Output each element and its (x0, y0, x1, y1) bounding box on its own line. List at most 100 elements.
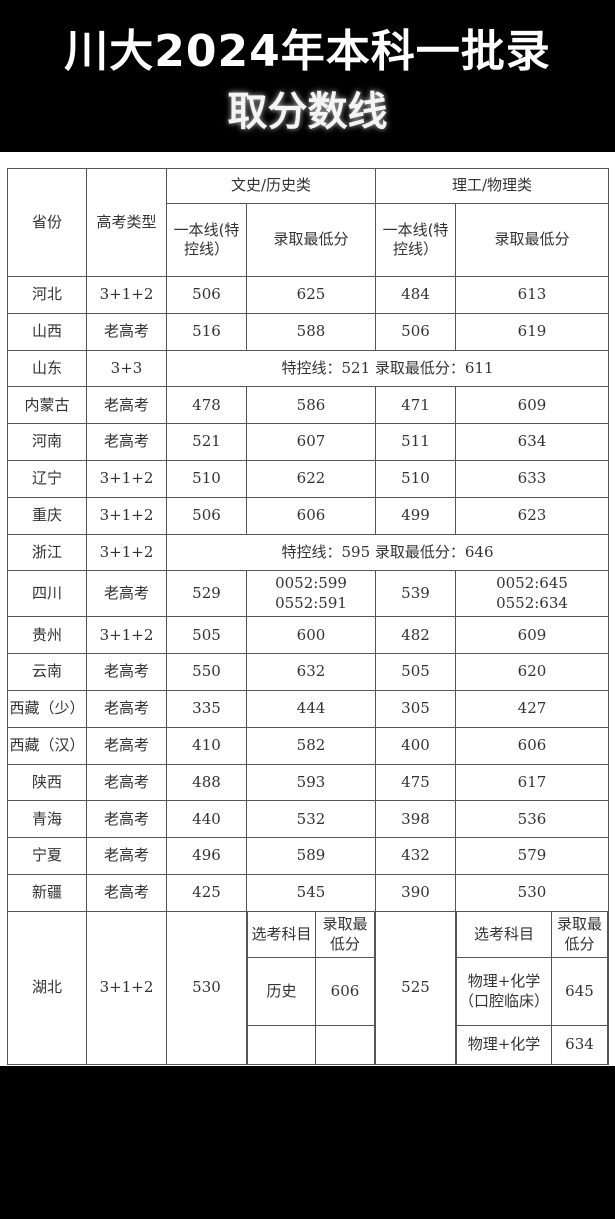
science-min-cell: 617 (455, 763, 609, 802)
science-first-line-cell: 539 (375, 570, 456, 618)
science-first-line-cell: 400 (375, 726, 456, 765)
liberal-min-cell: 532 (246, 800, 376, 839)
province-cell: 湖北 (7, 910, 87, 1065)
table-row: 重庆 3+1+2 506 606 499 623 (7, 496, 609, 535)
liberal-min-cell: 582 (246, 726, 376, 765)
subject-header: 选考科目 (247, 911, 316, 959)
science-subject-block: 选考科目 录取最低分 物理+化学（口腔临床） 645 物理+化学 634 (455, 910, 609, 1065)
liberal-first-line-cell: 440 (166, 800, 247, 839)
science-first-line-cell: 398 (375, 800, 456, 839)
exam-type-cell: 老高考 (86, 689, 167, 728)
science-first-line-cell: 471 (375, 386, 456, 425)
liberal-first-line-cell: 425 (166, 873, 247, 912)
liberal-min-cell: 606 (246, 496, 376, 535)
liberal-min: 606 (315, 957, 375, 1027)
table-row: 河北 3+1+2 506 625 484 613 (7, 276, 609, 314)
science-subject: 物理+化学（口腔临床） (456, 957, 552, 1027)
science-min-cell: 609 (455, 616, 609, 655)
province-cell: 辽宁 (7, 459, 87, 498)
science-min-cell: 530 (455, 873, 609, 912)
exam-type-cell: 3+1+2 (86, 496, 167, 535)
header-science-min: 录取最低分 (455, 203, 609, 277)
table-row: 青海 老高考 440 532 398 536 (7, 800, 609, 839)
science-min-cell: 0052:645 0552:634 (455, 570, 609, 618)
table-row-hubei: 湖北 3+1+2 530 选考科目 录取最低分 历史 606 525 选考科目 录取最低分… (7, 910, 609, 1065)
table-row: 浙江 3+1+2 特控线：595 录取最低分：646 (7, 533, 609, 572)
table-row: 河南 老高考 521 607 511 634 (7, 423, 609, 461)
exam-type-cell: 老高考 (86, 423, 167, 461)
province-cell: 河南 (7, 423, 87, 461)
science-min-cell: 619 (455, 312, 609, 351)
liberal-min-cell: 588 (246, 312, 376, 351)
liberal-min-cell: 593 (246, 763, 376, 802)
province-cell: 贵州 (7, 616, 87, 655)
table-row: 贵州 3+1+2 505 600 482 609 (7, 616, 609, 655)
liberal-first-line-cell: 530 (166, 910, 247, 1065)
exam-type-cell: 3+3 (86, 349, 167, 388)
science-first-line-cell: 511 (375, 423, 456, 461)
header-science: 理工/物理类 (375, 168, 609, 204)
province-cell: 陕西 (7, 763, 87, 802)
science-first-line-cell: 506 (375, 312, 456, 351)
province-cell: 西藏（汉） (7, 726, 87, 765)
province-cell: 宁夏 (7, 837, 87, 875)
liberal-subject-block: 选考科目 录取最低分 历史 606 (246, 910, 376, 1065)
table-row: 山东 3+3 特控线：521 录取最低分：611 (7, 349, 609, 388)
liberal-min-cell: 600 (246, 616, 376, 655)
liberal-min-cell: 625 (246, 276, 376, 314)
science-subject: 物理+化学 (456, 1025, 552, 1064)
empty-cell (315, 1025, 375, 1064)
subject-header: 选考科目 (456, 911, 552, 959)
min-header: 录取最低分 (551, 911, 608, 959)
science-first-line-cell: 484 (375, 276, 456, 314)
liberal-first-line-cell: 478 (166, 386, 247, 425)
table-row: 内蒙古 老高考 478 586 471 609 (7, 386, 609, 425)
header-province: 省份 (7, 168, 87, 277)
header-science-first-line: 一本线(特控线） (375, 203, 456, 277)
science-min-cell: 427 (455, 689, 609, 728)
exam-type-cell: 老高考 (86, 312, 167, 351)
table-row: 辽宁 3+1+2 510 622 510 633 (7, 459, 609, 498)
table-row: 陕西 老高考 488 593 475 617 (7, 763, 609, 802)
science-first-line-cell: 505 (375, 653, 456, 691)
exam-type-cell: 3+1+2 (86, 533, 167, 572)
empty-cell (247, 1025, 316, 1064)
header-liberal-first-line: 一本线(特控线） (166, 203, 247, 277)
liberal-subject: 历史 (247, 957, 316, 1027)
science-first-line-cell: 305 (375, 689, 456, 728)
liberal-min-cell: 586 (246, 386, 376, 425)
province-cell: 山东 (7, 349, 87, 388)
province-cell: 重庆 (7, 496, 87, 535)
science-first-line-cell: 482 (375, 616, 456, 655)
exam-type-cell: 3+1+2 (86, 459, 167, 498)
table-row: 云南 老高考 550 632 505 620 (7, 653, 609, 691)
province-cell: 浙江 (7, 533, 87, 572)
table-row: 西藏（少） 老高考 335 444 305 427 (7, 689, 609, 728)
exam-type-cell: 老高考 (86, 570, 167, 618)
liberal-min-cell: 0052:599 0552:591 (246, 570, 376, 618)
science-first-line-cell: 499 (375, 496, 456, 535)
liberal-min-cell: 444 (246, 689, 376, 728)
liberal-min-cell: 545 (246, 873, 376, 912)
exam-type-cell: 老高考 (86, 800, 167, 839)
science-min: 634 (551, 1025, 608, 1064)
province-cell: 青海 (7, 800, 87, 839)
liberal-first-line-cell: 410 (166, 726, 247, 765)
science-min-cell: 579 (455, 837, 609, 875)
province-cell: 内蒙古 (7, 386, 87, 425)
liberal-first-line-cell: 529 (166, 570, 247, 618)
header-liberal-min: 录取最低分 (246, 203, 376, 277)
exam-type-cell: 3+1+2 (86, 910, 167, 1065)
science-first-line-cell: 390 (375, 873, 456, 912)
science-min-cell: 623 (455, 496, 609, 535)
liberal-first-line-cell: 335 (166, 689, 247, 728)
science-first-line-cell: 525 (375, 910, 456, 1065)
exam-type-cell: 老高考 (86, 763, 167, 802)
liberal-first-line-cell: 506 (166, 496, 247, 535)
liberal-first-line-cell: 510 (166, 459, 247, 498)
liberal-first-line-cell: 496 (166, 837, 247, 875)
science-min-cell: 536 (455, 800, 609, 839)
exam-type-cell: 老高考 (86, 873, 167, 912)
liberal-min-cell: 622 (246, 459, 376, 498)
liberal-min-cell: 589 (246, 837, 376, 875)
